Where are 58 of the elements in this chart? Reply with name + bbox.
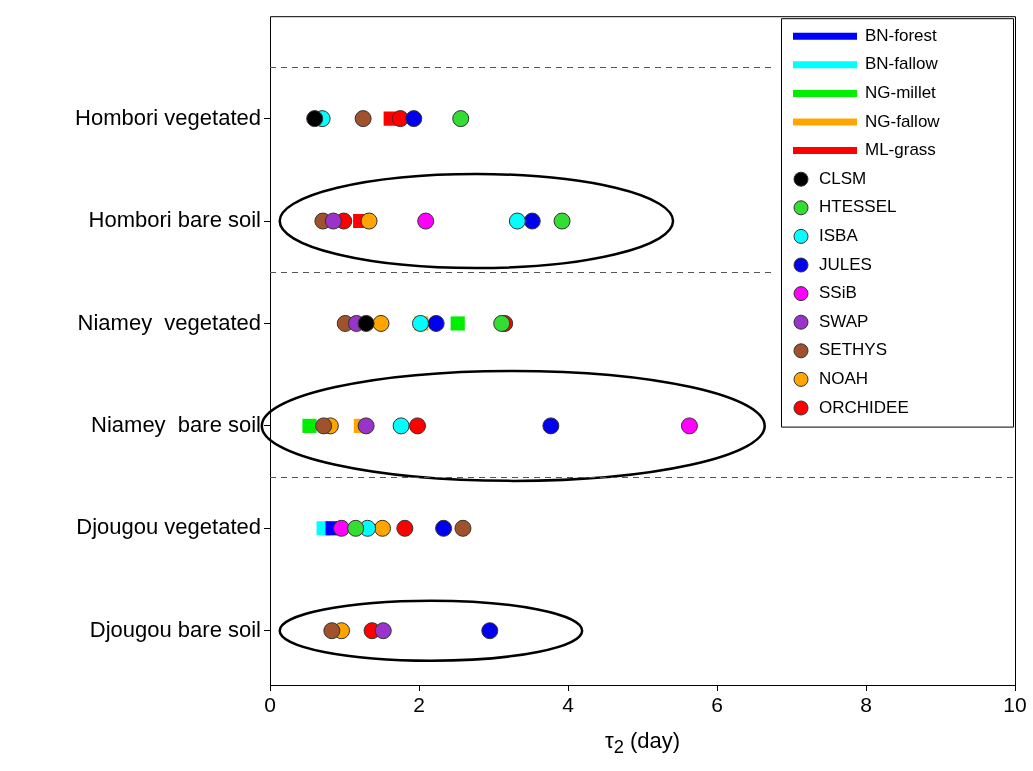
- point: [405, 110, 423, 128]
- legend-label: JULES: [819, 254, 872, 274]
- point: [452, 110, 470, 128]
- point: [508, 212, 526, 230]
- legend-label: HTESSEL: [819, 197, 897, 217]
- point: [427, 314, 445, 332]
- y-tick-label: Niamey bare soil: [91, 411, 261, 437]
- point: [324, 212, 342, 230]
- legend-label: SETHYS: [819, 340, 888, 360]
- x-tick-label: 8: [860, 693, 872, 717]
- point: [374, 622, 392, 640]
- y-tick-label: Djougou bare soil: [89, 616, 261, 642]
- point: [435, 519, 453, 537]
- legend-label: BN-forest: [865, 25, 938, 45]
- x-tick-label: 10: [1003, 693, 1027, 717]
- x-axis-title: τ$_{2}$ (day): [603, 728, 682, 759]
- y-tick-label: Hombori bare soil: [88, 207, 261, 233]
- point: [323, 622, 341, 640]
- point: [680, 417, 698, 435]
- point: [347, 519, 365, 537]
- legend-label: SSiB: [819, 283, 857, 303]
- point: [417, 212, 435, 230]
- point: [454, 519, 472, 537]
- x-tick-label: 2: [413, 693, 425, 717]
- point: [360, 212, 378, 230]
- point: [354, 110, 372, 128]
- legend-label: ORCHIDEE: [819, 397, 909, 417]
- point: [450, 316, 465, 331]
- y-tick-label: Niamey vegetated: [77, 309, 261, 335]
- point: [409, 417, 427, 435]
- legend-label: NG-fallow: [865, 111, 941, 131]
- y-tick-label: Djougou vegetated: [76, 514, 261, 540]
- legend-label: ISBA: [819, 226, 859, 246]
- legend-label: SWAP: [819, 311, 869, 331]
- x-tick-label: 4: [562, 693, 575, 717]
- point: [553, 212, 571, 230]
- point: [374, 519, 391, 537]
- point: [481, 622, 499, 640]
- point: [357, 314, 375, 332]
- point: [396, 519, 414, 537]
- point: [523, 212, 541, 230]
- legend-label: BN-fallow: [865, 54, 939, 74]
- legend-label: ML-grass: [865, 140, 936, 160]
- x-tick-label: 0: [264, 693, 276, 717]
- point: [302, 418, 317, 433]
- point: [392, 417, 410, 435]
- legend-label: NG-millet: [865, 83, 937, 103]
- legend-label: NOAH: [819, 369, 869, 389]
- point: [391, 110, 409, 128]
- point: [542, 417, 560, 435]
- point: [306, 110, 324, 128]
- x-tick-label: 6: [711, 693, 723, 717]
- point: [315, 417, 333, 435]
- point: [333, 519, 351, 537]
- legend-label: CLSM: [819, 168, 867, 188]
- y-tick-label: Hombori vegetated: [75, 104, 261, 130]
- point: [357, 417, 375, 435]
- point: [372, 314, 390, 332]
